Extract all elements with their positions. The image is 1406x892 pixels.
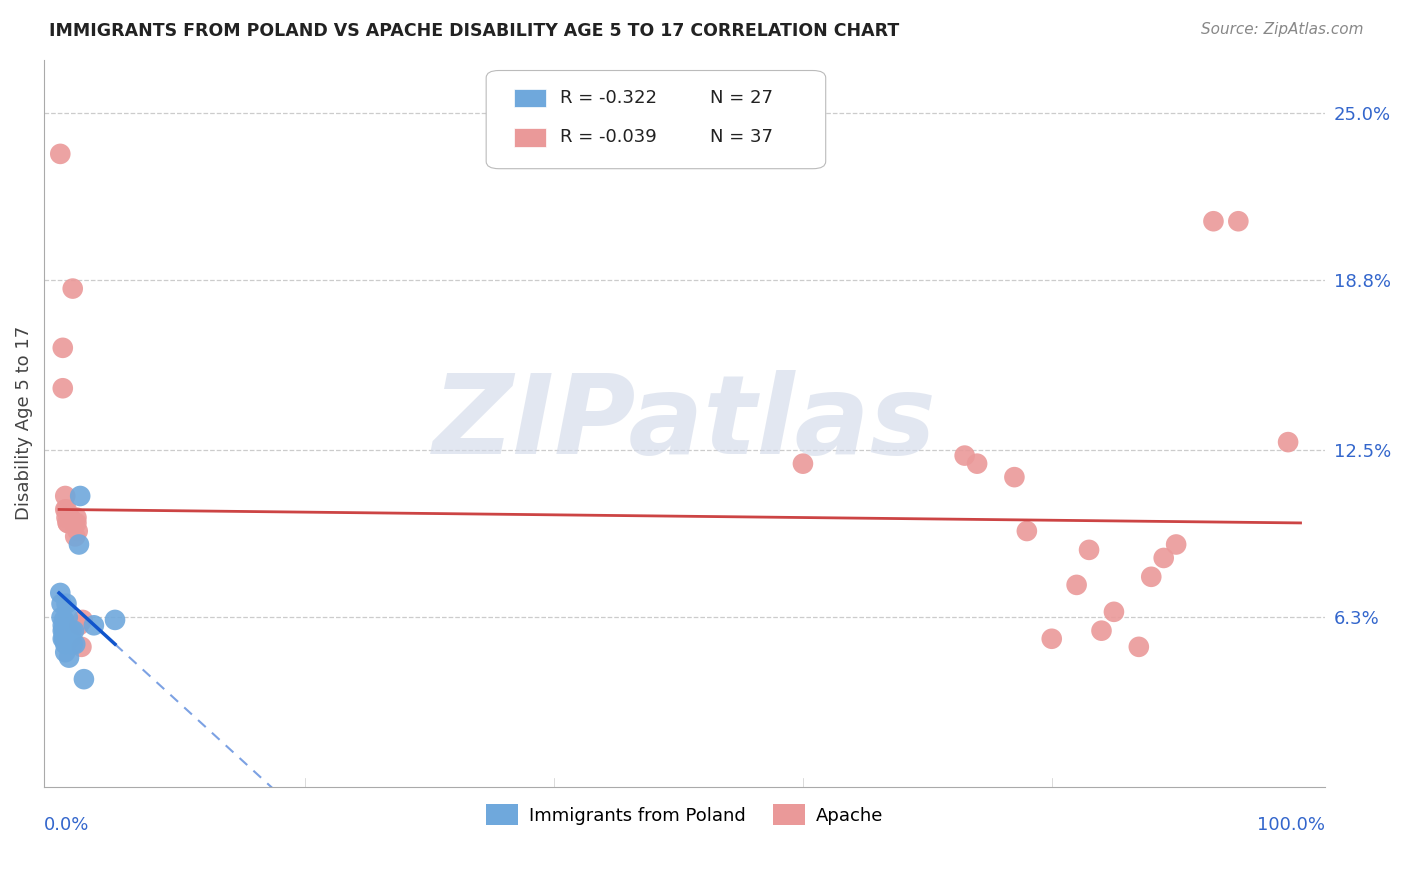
Point	[953, 449, 976, 463]
Point	[1128, 640, 1150, 654]
Point	[1015, 524, 1038, 538]
Point	[58, 510, 80, 524]
Point	[63, 529, 86, 543]
Text: N = 27: N = 27	[710, 89, 773, 107]
Point	[53, 624, 76, 638]
Point	[58, 650, 80, 665]
Point	[52, 341, 75, 355]
Point	[1227, 214, 1250, 228]
Point	[55, 502, 77, 516]
Point	[1277, 435, 1299, 450]
Point	[56, 516, 79, 530]
Point	[52, 381, 75, 395]
Text: R = -0.039: R = -0.039	[561, 128, 657, 146]
Legend: Immigrants from Poland, Apache: Immigrants from Poland, Apache	[478, 797, 891, 832]
Point	[53, 632, 76, 646]
Point	[104, 613, 127, 627]
Text: R = -0.322: R = -0.322	[561, 89, 658, 107]
Text: 100.0%: 100.0%	[1257, 816, 1326, 834]
FancyBboxPatch shape	[486, 70, 825, 169]
Point	[60, 624, 83, 638]
Point	[53, 645, 76, 659]
Point	[63, 624, 86, 638]
Point	[59, 632, 82, 646]
Point	[63, 516, 86, 530]
Point	[1002, 470, 1025, 484]
Text: ZIPatlas: ZIPatlas	[433, 370, 936, 476]
Point	[70, 640, 93, 654]
FancyBboxPatch shape	[515, 89, 547, 107]
Text: 0.0%: 0.0%	[44, 816, 90, 834]
Point	[51, 610, 73, 624]
Point	[52, 618, 75, 632]
Point	[52, 624, 75, 638]
Point	[55, 510, 77, 524]
FancyBboxPatch shape	[515, 128, 547, 146]
Point	[67, 618, 90, 632]
Point	[65, 510, 87, 524]
Point	[72, 613, 94, 627]
Point	[66, 524, 89, 538]
Point	[73, 672, 96, 686]
Point	[62, 282, 84, 296]
Point	[65, 516, 87, 530]
Point	[49, 147, 72, 161]
Point	[1166, 537, 1188, 551]
Point	[59, 510, 82, 524]
Point	[1153, 551, 1175, 566]
Point	[53, 637, 76, 651]
Point	[58, 632, 80, 646]
Point	[52, 632, 75, 646]
Point	[67, 537, 90, 551]
Point	[1202, 214, 1225, 228]
Point	[62, 637, 84, 651]
Point	[1040, 632, 1063, 646]
Text: N = 37: N = 37	[710, 128, 773, 146]
Point	[69, 489, 91, 503]
Point	[1078, 542, 1101, 557]
Point	[792, 457, 814, 471]
Text: IMMIGRANTS FROM POLAND VS APACHE DISABILITY AGE 5 TO 17 CORRELATION CHART: IMMIGRANTS FROM POLAND VS APACHE DISABIL…	[49, 22, 900, 40]
Point	[56, 610, 79, 624]
Point	[53, 624, 76, 638]
Point	[51, 597, 73, 611]
Point	[55, 597, 77, 611]
Point	[53, 502, 76, 516]
Point	[1090, 624, 1112, 638]
Point	[56, 624, 79, 638]
Point	[966, 457, 988, 471]
Point	[63, 637, 86, 651]
Point	[1066, 578, 1088, 592]
Point	[83, 618, 105, 632]
Point	[56, 516, 79, 530]
Point	[1140, 570, 1163, 584]
Y-axis label: Disability Age 5 to 17: Disability Age 5 to 17	[15, 326, 32, 520]
Point	[49, 586, 72, 600]
Text: Source: ZipAtlas.com: Source: ZipAtlas.com	[1201, 22, 1364, 37]
Point	[53, 613, 76, 627]
Point	[53, 489, 76, 503]
Point	[1102, 605, 1125, 619]
